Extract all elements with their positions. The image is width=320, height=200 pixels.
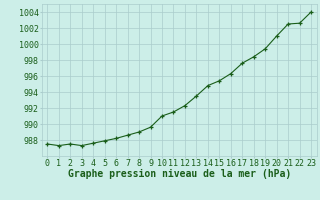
X-axis label: Graphe pression niveau de la mer (hPa): Graphe pression niveau de la mer (hPa) <box>68 169 291 179</box>
